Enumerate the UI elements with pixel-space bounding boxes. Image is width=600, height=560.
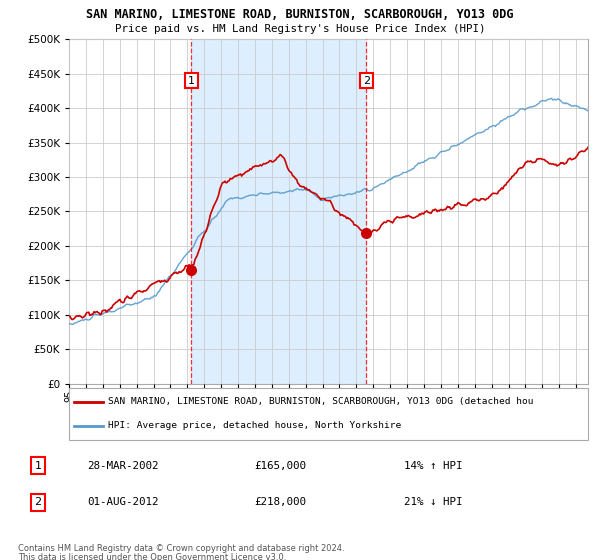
Bar [191, 39, 366, 384]
Text: £165,000: £165,000 [254, 460, 306, 470]
Text: 21% ↓ HPI: 21% ↓ HPI [404, 497, 462, 507]
Text: Contains HM Land Registry data © Crown copyright and database right 2024.: Contains HM Land Registry data © Crown c… [18, 544, 344, 553]
Text: 1: 1 [34, 460, 41, 470]
Text: 28-MAR-2002: 28-MAR-2002 [87, 460, 158, 470]
Text: SAN MARINO, LIMESTONE ROAD, BURNISTON, SCARBOROUGH, YO13 0DG: SAN MARINO, LIMESTONE ROAD, BURNISTON, S… [86, 8, 514, 21]
Text: This data is licensed under the Open Government Licence v3.0.: This data is licensed under the Open Gov… [18, 553, 286, 560]
Text: 14% ↑ HPI: 14% ↑ HPI [404, 460, 462, 470]
Text: 1: 1 [188, 76, 195, 86]
Text: £218,000: £218,000 [254, 497, 306, 507]
Text: HPI: Average price, detached house, North Yorkshire: HPI: Average price, detached house, Nort… [108, 421, 401, 430]
FancyBboxPatch shape [69, 388, 588, 440]
Text: 2: 2 [34, 497, 41, 507]
Text: SAN MARINO, LIMESTONE ROAD, BURNISTON, SCARBOROUGH, YO13 0DG (detached hou: SAN MARINO, LIMESTONE ROAD, BURNISTON, S… [108, 398, 533, 407]
Text: 2: 2 [362, 76, 370, 86]
Text: Price paid vs. HM Land Registry's House Price Index (HPI): Price paid vs. HM Land Registry's House … [115, 24, 485, 34]
Text: 01-AUG-2012: 01-AUG-2012 [87, 497, 158, 507]
